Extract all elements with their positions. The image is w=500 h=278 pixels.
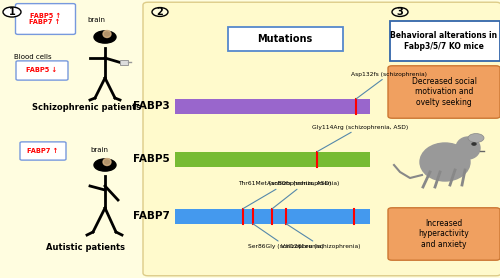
Text: Ser86Gly (schizophrenia): Ser86Gly (schizophrenia) bbox=[248, 224, 324, 249]
FancyBboxPatch shape bbox=[175, 99, 370, 114]
Text: Increased
hyperactivity
and anxiety: Increased hyperactivity and anxiety bbox=[418, 219, 470, 249]
Circle shape bbox=[472, 143, 476, 145]
Text: brain: brain bbox=[90, 147, 108, 153]
FancyBboxPatch shape bbox=[388, 208, 500, 260]
FancyBboxPatch shape bbox=[120, 60, 128, 65]
Text: Autistic patients: Autistic patients bbox=[46, 244, 126, 252]
FancyBboxPatch shape bbox=[143, 2, 500, 276]
Text: 1: 1 bbox=[8, 7, 16, 17]
Text: FABP7 ↑: FABP7 ↑ bbox=[28, 148, 58, 154]
Circle shape bbox=[468, 133, 484, 142]
Text: Asp132fs (schizophrenia): Asp132fs (schizophrenia) bbox=[352, 72, 428, 99]
Text: brain: brain bbox=[87, 17, 105, 23]
FancyBboxPatch shape bbox=[16, 61, 68, 80]
Ellipse shape bbox=[103, 158, 111, 165]
Text: FABP7: FABP7 bbox=[133, 211, 170, 221]
Text: FABP3: FABP3 bbox=[133, 101, 170, 111]
Text: AsnB0fs (schizophrenia): AsnB0fs (schizophrenia) bbox=[268, 182, 340, 208]
Text: Thr61Met (schizophrenia, ASD): Thr61Met (schizophrenia, ASD) bbox=[238, 182, 332, 208]
Text: FABP5: FABP5 bbox=[133, 154, 170, 164]
Text: Behavioral alterations in
Fabp3/5/7 KO mice: Behavioral alterations in Fabp3/5/7 KO m… bbox=[390, 31, 498, 51]
Text: FABP5 ↑
FABP7 ↑: FABP5 ↑ FABP7 ↑ bbox=[30, 13, 60, 26]
Circle shape bbox=[94, 31, 116, 43]
Ellipse shape bbox=[456, 137, 480, 159]
Ellipse shape bbox=[420, 143, 470, 181]
Text: Mutations: Mutations bbox=[258, 34, 312, 44]
Text: Schizophrenic patients: Schizophrenic patients bbox=[32, 103, 140, 113]
Text: 2: 2 bbox=[156, 7, 164, 17]
FancyBboxPatch shape bbox=[16, 4, 76, 34]
Text: Gly114Arg (schizophrenia, ASD): Gly114Arg (schizophrenia, ASD) bbox=[312, 125, 408, 152]
Ellipse shape bbox=[103, 31, 111, 38]
FancyBboxPatch shape bbox=[20, 142, 66, 160]
FancyBboxPatch shape bbox=[388, 66, 500, 118]
Text: 3: 3 bbox=[396, 7, 404, 17]
Text: Blood cells: Blood cells bbox=[14, 54, 52, 60]
FancyBboxPatch shape bbox=[228, 27, 342, 51]
FancyBboxPatch shape bbox=[175, 208, 370, 224]
Text: Decreased social
motivation and
ovelty seeking: Decreased social motivation and ovelty s… bbox=[412, 77, 476, 107]
Circle shape bbox=[392, 8, 408, 16]
FancyBboxPatch shape bbox=[390, 21, 500, 61]
Circle shape bbox=[152, 8, 168, 16]
Text: Val126Leu (schizophrenia): Val126Leu (schizophrenia) bbox=[281, 224, 360, 249]
Circle shape bbox=[94, 159, 116, 171]
Circle shape bbox=[3, 7, 21, 17]
FancyBboxPatch shape bbox=[175, 152, 370, 167]
Text: FABP5 ↓: FABP5 ↓ bbox=[26, 67, 58, 73]
